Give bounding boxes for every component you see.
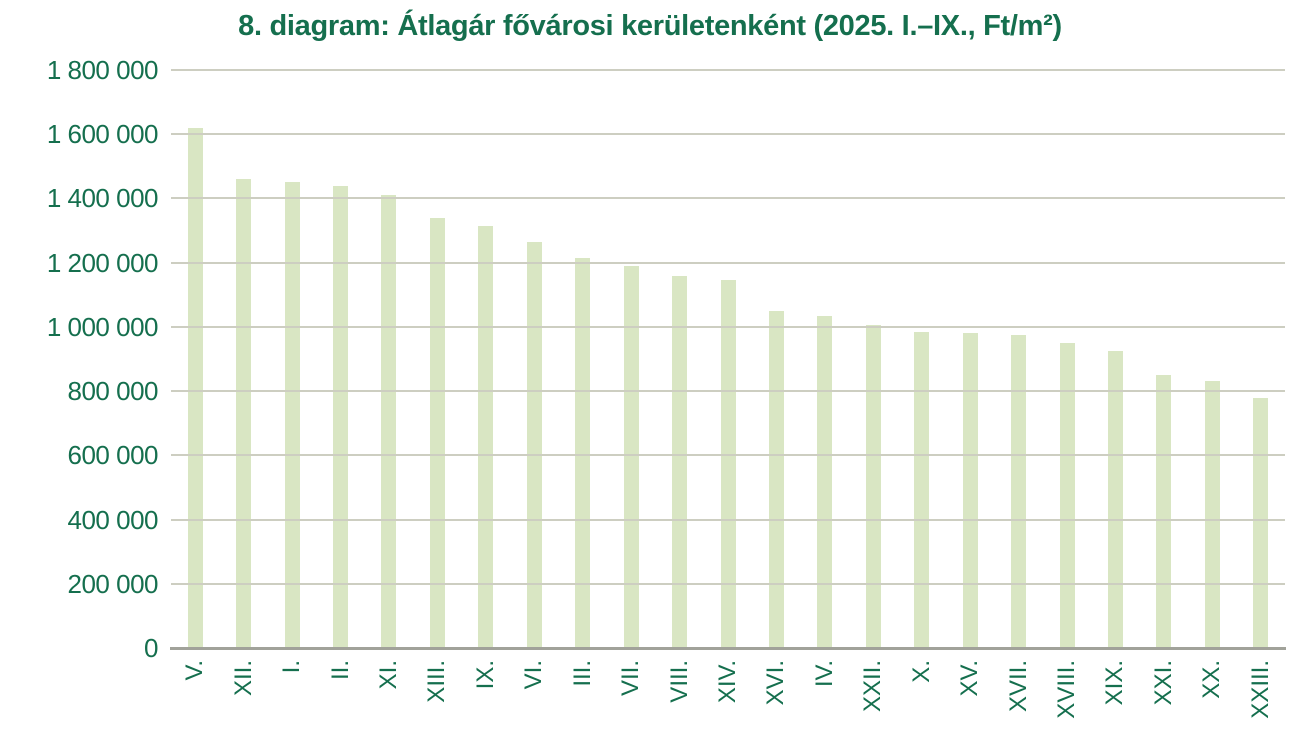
- y-axis-tick-label: 1 200 000: [46, 247, 159, 278]
- x-axis-tick-label: XVIII.: [1053, 660, 1081, 719]
- bar-district-XII: [236, 179, 252, 648]
- gridline: [171, 390, 1285, 393]
- x-axis-tick-label: XVII.: [1004, 660, 1032, 713]
- gridline: [171, 133, 1285, 136]
- x-axis-tick-label: XVI.: [762, 660, 790, 706]
- x-axis-tick-label: XI.: [374, 660, 402, 690]
- bar-district-XXIII: [1253, 397, 1269, 648]
- x-axis-tick-label: XIV.: [714, 660, 741, 704]
- gridline: [171, 582, 1285, 585]
- bar-district-XIV: [720, 280, 736, 648]
- bar-district-XIX: [1107, 350, 1123, 648]
- x-axis-tick-label: IX.: [471, 660, 499, 690]
- bar-district-II: [333, 185, 349, 648]
- bar-district-I: [284, 182, 300, 648]
- x-axis-tick-label: VI.: [520, 660, 548, 690]
- x-axis-tick-label: XXII.: [859, 660, 887, 713]
- x-axis-line: [170, 647, 1286, 650]
- bar-district-XVII: [1011, 334, 1027, 648]
- x-axis-tick-label: II.: [326, 660, 354, 681]
- bar-district-XIII: [429, 217, 445, 648]
- bar-district-IV: [817, 315, 833, 648]
- gridline: [171, 518, 1285, 521]
- x-axis-tick-label: XXIII.: [1246, 660, 1274, 719]
- bar-district-XVI: [768, 310, 784, 648]
- x-axis-tick-label: IV.: [810, 660, 838, 688]
- bar-district-XI: [381, 195, 397, 648]
- y-axis-tick-label: 1 000 000: [46, 311, 159, 342]
- x-axis-tick-label: XIX.: [1101, 660, 1129, 706]
- x-axis-tick-label: XX.: [1198, 660, 1226, 699]
- bar-district-IX: [478, 225, 494, 648]
- bar-district-XXI: [1156, 375, 1172, 648]
- y-axis-tick-label: 200 000: [67, 568, 159, 599]
- gridline: [171, 197, 1285, 200]
- gridline: [171, 325, 1285, 328]
- bar-district-VI: [526, 241, 542, 648]
- x-axis-tick-label: XV.: [956, 660, 984, 697]
- y-axis-tick-label: 1 800 000: [46, 55, 159, 85]
- bar-district-X: [914, 331, 930, 648]
- x-axis-tick-label: I.: [278, 660, 306, 674]
- bar-district-VIII: [672, 275, 688, 648]
- gridline: [171, 261, 1285, 264]
- x-axis-tick-label: III.: [568, 660, 596, 687]
- y-axis-tick-label: 400 000: [67, 504, 159, 535]
- x-axis-tick-label: VIII.: [665, 660, 693, 703]
- bar-district-XXII: [865, 325, 881, 648]
- gridline: [171, 69, 1285, 71]
- bar-district-XVIII: [1059, 342, 1075, 648]
- bar-district-VII: [623, 265, 639, 648]
- chart-title: 8. diagram: Átlagár fővárosi kerületenké…: [238, 10, 1062, 42]
- bar-district-XX: [1204, 381, 1220, 648]
- bar-district-III: [575, 257, 591, 648]
- y-axis-tick-label: 1 600 000: [46, 119, 159, 150]
- x-axis-tick-label: XII.: [229, 660, 257, 697]
- bar-district-V: [187, 127, 203, 648]
- x-axis-tick-label: X.: [907, 660, 935, 683]
- x-axis-tick-label: XXI.: [1149, 660, 1177, 706]
- y-axis-tick-label: 0: [144, 633, 158, 663]
- gridline: [171, 454, 1285, 457]
- bar-district-XV: [962, 333, 978, 648]
- y-axis-tick-label: 600 000: [67, 440, 159, 471]
- x-axis-tick-label: V.: [181, 660, 209, 681]
- x-axis-tick-label: XIII.: [423, 660, 451, 703]
- y-axis-tick-label: 800 000: [67, 376, 159, 407]
- x-axis-tick-label: VII.: [617, 660, 645, 697]
- y-axis-tick-label: 1 400 000: [46, 183, 159, 214]
